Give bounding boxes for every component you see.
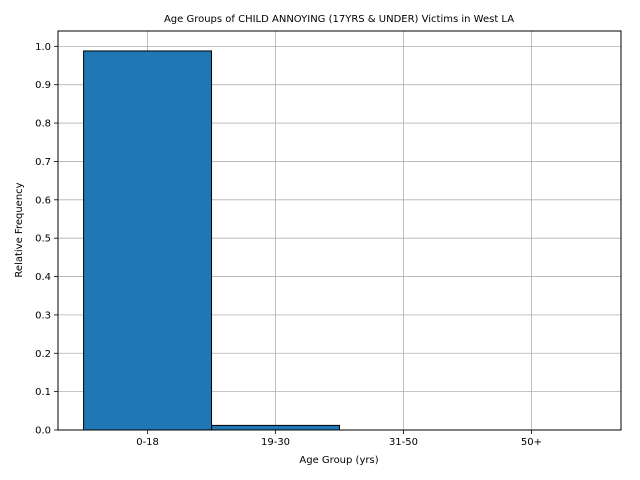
x-tick-label: 19-30 [261,437,290,448]
x-axis-ticks: 0-18 19-30 31-50 50+ [136,430,542,448]
y-tick-label: 0.7 [35,157,51,168]
y-tick-label: 0.6 [35,195,51,206]
y-tick-label: 0.9 [35,80,51,91]
bar-19-30 [211,424,340,431]
plot-frame [57,30,622,431]
y-tick-label: 0.2 [35,349,51,360]
y-tick-label: 0.1 [35,387,51,398]
y-tick-label: 0.4 [35,272,51,283]
x-tick-label: 31-50 [389,437,418,448]
x-tick-label: 0-18 [136,437,159,448]
y-tick-label: 0.5 [35,234,51,245]
x-tick-label: 50+ [521,437,542,448]
x-axis-label: Age Group (yrs) [299,455,378,466]
y-axis-label: Relative Frequency [14,182,25,277]
y-tick-label: 0.3 [35,310,51,321]
bars-group [83,50,340,431]
y-tick-label: 0.0 [35,426,51,437]
y-tick-label: 0.8 [35,119,51,130]
bar-0-18 [83,50,213,431]
chart-title: Age Groups of CHILD ANNOYING (17YRS & UN… [164,14,514,25]
y-axis-ticks: 0.0 0.1 0.2 0.3 0.4 0.5 0.6 0.7 0.8 0.9 1.0 [35,42,58,437]
y-tick-label: 1.0 [35,42,51,53]
